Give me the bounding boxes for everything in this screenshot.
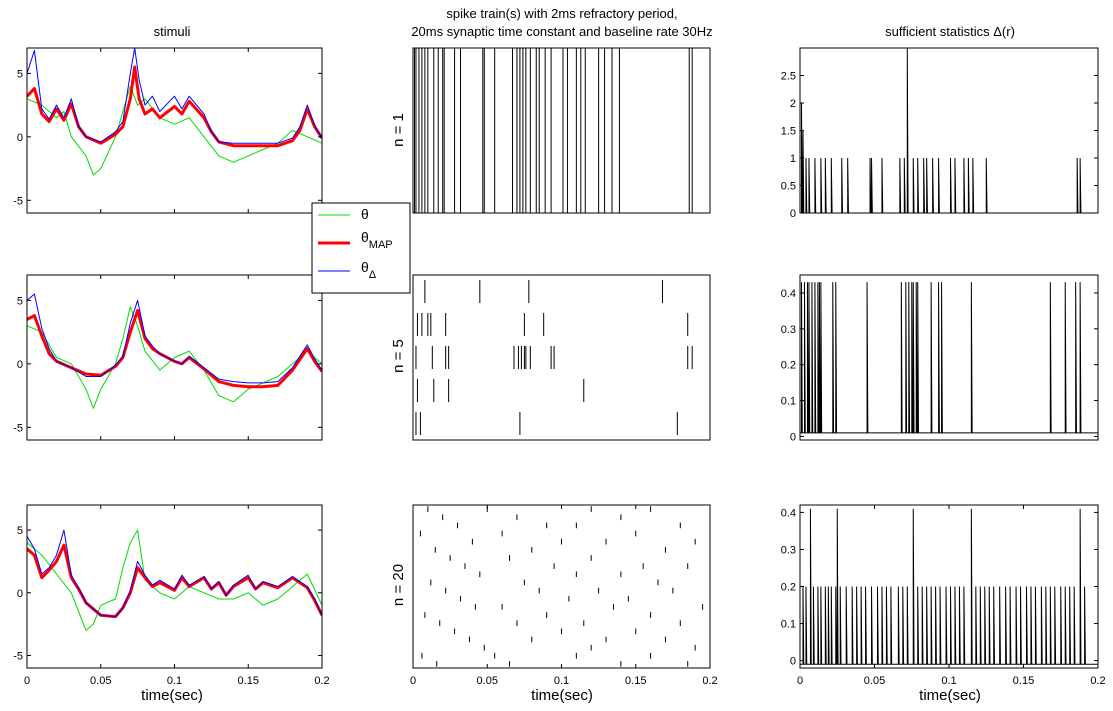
y-tick-label: 0.3 <box>781 324 796 336</box>
y-tick-label: 0.5 <box>781 181 796 193</box>
y-tick-label: 0.2 <box>781 360 796 372</box>
y-tick-label: 0 <box>17 359 23 371</box>
legend-label-theta: θ <box>361 206 369 222</box>
panel-5: 0 0.05 0.1 0.15 0.2 <box>410 504 718 687</box>
x-tick-label: 0.2 <box>702 675 717 687</box>
title-stimuli: stimuli <box>154 24 191 39</box>
series-line <box>27 65 322 148</box>
panel-background <box>413 275 710 440</box>
panel-3 <box>412 47 711 214</box>
y-tick-label: -5 <box>13 195 23 207</box>
panel-background <box>413 505 710 668</box>
xlabel-stimuli: time(sec) <box>141 687 203 704</box>
y-tick-label: -5 <box>13 650 23 662</box>
x-tick-label: 0.05 <box>477 675 498 687</box>
y-tick-label: 5 <box>17 295 23 307</box>
y-tick-label: 0.1 <box>781 619 796 631</box>
y-tick-label: 0 <box>17 588 23 600</box>
x-tick-label: 0.2 <box>314 675 329 687</box>
panel-0: -5 0 5 <box>13 47 323 214</box>
x-tick-label: 0.15 <box>1013 675 1034 687</box>
y-tick-label: 1 <box>790 153 796 165</box>
y-tick-label: 0 <box>17 132 23 144</box>
y-tick-label: 0.1 <box>781 396 796 408</box>
x-tick-label: 0.1 <box>167 675 182 687</box>
y-tick-label: 0.4 <box>781 507 796 519</box>
xlabel-spikes: time(sec) <box>531 687 593 704</box>
x-tick-label: 0.05 <box>90 675 111 687</box>
legend-label-theta-map: θMAP <box>361 229 393 251</box>
series-line <box>27 48 322 144</box>
panel-2: -5 0 5 0 0.05 0.1 0.15 0.2 <box>13 504 330 687</box>
panel-background <box>800 275 1098 440</box>
axes-frame <box>799 274 1099 441</box>
title-stats: sufficient statistics Δ(r) <box>885 24 1015 39</box>
panel-4 <box>412 274 711 441</box>
x-tick-label: 0.15 <box>238 675 259 687</box>
y-tick-label: 0 <box>790 656 796 668</box>
panel-1: -5 0 5 <box>13 274 323 441</box>
x-tick-label: 0.2 <box>1090 675 1105 687</box>
x-tick-label: 0.05 <box>864 675 885 687</box>
y-tick-label: 0 <box>790 431 796 443</box>
y-tick-label: 0 <box>790 208 796 220</box>
panel-7: 0 0.1 0.2 0.3 0.4 <box>781 274 1099 443</box>
x-tick-label: 0.1 <box>941 675 956 687</box>
panel-background <box>413 48 710 213</box>
x-tick-label: 0 <box>797 675 803 687</box>
axes-frame <box>412 47 711 214</box>
x-tick-label: 0 <box>410 675 416 687</box>
row-label-n1: n = 1 <box>390 113 407 147</box>
legend: θ θMAP θΔ <box>311 202 411 294</box>
axes-frame <box>412 274 711 441</box>
series-line <box>27 529 322 618</box>
title-spikes-line2: 20ms synaptic time constant and baseline… <box>411 24 712 39</box>
legend-label-theta-delta: θΔ <box>361 259 377 281</box>
series-line <box>27 306 322 409</box>
y-tick-label: 0.4 <box>781 288 796 300</box>
series-line <box>27 293 322 384</box>
legend-box <box>311 202 411 294</box>
y-tick-label: 2.5 <box>781 71 796 83</box>
statistic-trace <box>800 508 1098 665</box>
row-label-n5: n = 5 <box>390 339 407 373</box>
y-tick-label: 0.3 <box>781 544 796 556</box>
statistic-trace <box>800 282 1098 434</box>
xlabel-stats: time(sec) <box>919 687 981 704</box>
x-tick-label: 0.1 <box>554 675 569 687</box>
panel-background <box>800 505 1098 668</box>
y-tick-label: -5 <box>13 422 23 434</box>
panel-background <box>27 48 322 213</box>
y-tick-label: 0.2 <box>781 582 796 594</box>
panel-8: 0 0.1 0.2 0.3 0.4 0 0.05 0.1 0.15 0.2 <box>781 504 1106 687</box>
y-tick-label: 5 <box>17 68 23 80</box>
x-tick-label: 0 <box>24 675 30 687</box>
row-label-n20: n = 20 <box>390 564 407 606</box>
title-spikes-line1: spike train(s) with 2ms refractory perio… <box>446 6 677 21</box>
y-tick-label: 2 <box>790 98 796 110</box>
x-tick-label: 0.15 <box>625 675 646 687</box>
panel-6: 0 0.5 1 1.5 2 2.5 <box>781 47 1099 220</box>
y-tick-label: 5 <box>17 525 23 537</box>
series-line <box>27 543 322 619</box>
y-tick-label: 1.5 <box>781 126 796 138</box>
panel-background <box>800 48 1098 213</box>
